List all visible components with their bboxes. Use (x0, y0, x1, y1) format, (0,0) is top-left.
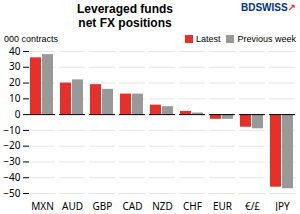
svg-text:GBP: GBP (93, 199, 113, 211)
html-text:000 contracts: 000 contracts (4, 33, 58, 44)
html-text:Previous week: Previous week (237, 33, 296, 44)
html-text:net FX positions: net FX positions (78, 16, 172, 30)
svg-text:40: 40 (9, 45, 21, 58)
html-text:Latest: Latest (195, 33, 221, 44)
svg-text:NZD: NZD (152, 199, 173, 211)
svg-text:JPY: JPY (274, 199, 290, 211)
svg-text:30: 30 (9, 59, 21, 73)
svg-text:−50: −50 (3, 186, 20, 200)
svg-text:AUD: AUD (62, 199, 83, 211)
html-text:BD SWISS ↗: BD SWISS ↗ (240, 2, 296, 13)
svg-text:−40: −40 (3, 170, 20, 184)
svg-text:€/£: €/£ (245, 199, 260, 211)
html-text:Leveraged funds: Leveraged funds (77, 2, 173, 16)
svg-text:EUR: EUR (213, 199, 233, 211)
svg-text:CAD: CAD (122, 199, 142, 211)
svg-text:−10: −10 (3, 123, 20, 137)
svg-text:0: 0 (15, 107, 21, 121)
svg-text:−20: −20 (3, 138, 20, 152)
svg-text:10: 10 (9, 91, 21, 105)
svg-text:20: 20 (9, 75, 21, 89)
svg-text:CHF: CHF (183, 199, 202, 211)
svg-text:−30: −30 (3, 154, 20, 168)
svg-text:MXN: MXN (31, 199, 54, 211)
